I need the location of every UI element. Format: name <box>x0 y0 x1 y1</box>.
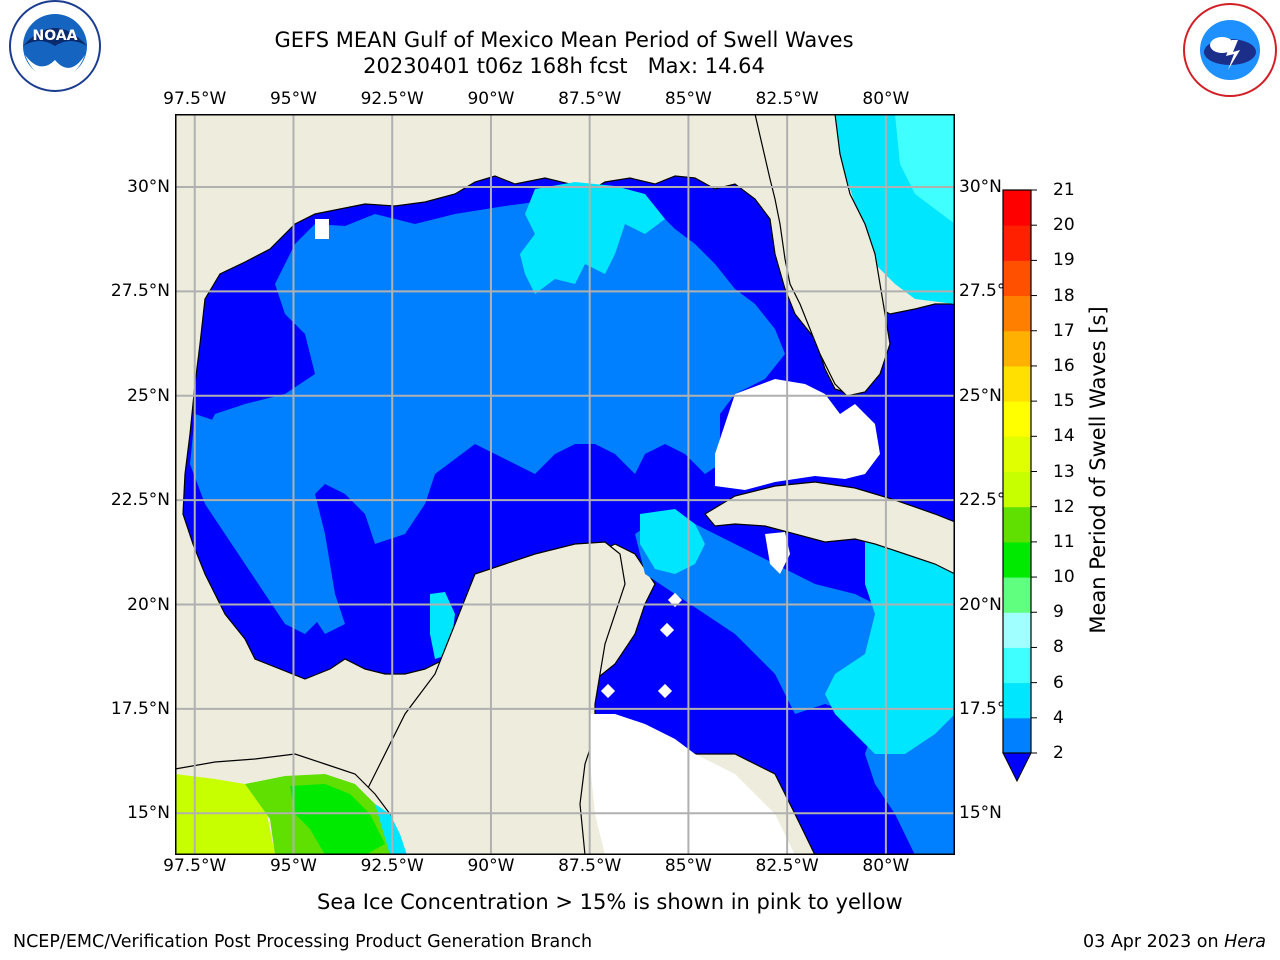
colorbar-segment <box>1003 577 1031 613</box>
longitude-label: 92.5°W <box>360 89 424 109</box>
latitude-label: 20°N <box>959 594 1002 615</box>
nws-logo <box>1183 3 1277 97</box>
longitude-label: 85°W <box>664 89 712 109</box>
colorbar <box>1002 189 1037 783</box>
colorbar-tick-label: 13 <box>1053 461 1075 482</box>
colorbar-segment <box>1003 682 1031 719</box>
colorbar-tick-label: 4 <box>1053 707 1064 728</box>
colorbar-segment <box>1003 365 1031 402</box>
colorbar-tick-label: 21 <box>1053 180 1075 200</box>
latitude-label: 30°N <box>127 177 170 198</box>
cuba <box>704 481 955 575</box>
colorbar-segment <box>1003 612 1031 648</box>
longitude-label: 87.5°W <box>558 89 622 109</box>
latitude-label: 25°N <box>127 385 170 406</box>
no-data-area <box>590 714 795 855</box>
florida-peninsula <box>754 114 891 397</box>
colorbar-tick-label: 2 <box>1053 743 1064 763</box>
colorbar-segment <box>1003 471 1031 508</box>
colorbar-tick-label: 14 <box>1053 426 1075 447</box>
chart-title: GEFS MEAN Gulf of Mexico Mean Period of … <box>274 28 854 52</box>
colorbar-tick-label: 19 <box>1053 250 1075 271</box>
graticule <box>175 114 955 855</box>
latitude-label: 25°N <box>959 385 1002 406</box>
no-data-area <box>315 219 329 239</box>
colorbar-segment <box>1003 330 1031 367</box>
colorbar-tick-label: 10 <box>1053 567 1075 588</box>
period-4-6-region <box>825 534 955 754</box>
period-6-8-region <box>895 114 955 224</box>
colorbar-segment <box>1003 295 1031 332</box>
latitude-label: 30°N <box>959 177 1002 198</box>
colorbar-tick-label: 12 <box>1053 496 1075 517</box>
sea-ice-region <box>290 784 385 855</box>
footer-host: Hera <box>1224 932 1266 952</box>
svg-text:NOAA: NOAA <box>33 28 78 44</box>
colorbar-segment <box>1003 647 1031 684</box>
map-frame <box>175 114 955 855</box>
colorbar-segment <box>1003 541 1031 578</box>
latitude-label: 17.5°N <box>110 698 170 719</box>
colorbar-tick-label: 20 <box>1053 215 1075 236</box>
latitude-label: 15°N <box>959 803 1002 824</box>
colorbar-segment <box>1003 717 1031 754</box>
longitude-label: 97.5°W <box>163 856 227 876</box>
longitude-label: 82.5°W <box>755 856 819 876</box>
colorbar-tick-label: 15 <box>1053 391 1075 412</box>
sea-ice-region <box>375 804 407 855</box>
colorbar-tick-label: 6 <box>1053 672 1064 693</box>
latitude-label: 27.5°N <box>110 281 170 302</box>
no-data-area <box>715 379 880 490</box>
longitude-label: 80°W <box>862 856 910 876</box>
footer-date: 03 Apr 2023 on Hera <box>1083 932 1266 952</box>
colorbar-extension <box>1002 752 1032 783</box>
colorbar-segment <box>1003 225 1031 261</box>
period-4-6-region <box>520 182 665 294</box>
colorbar-label: Mean Period of Swell Waves [s] <box>1086 306 1110 634</box>
period-2-4-region <box>635 514 955 855</box>
longitude-label: 87.5°W <box>558 856 622 876</box>
footer-credit: NCEP/EMC/Verification Post Processing Pr… <box>13 932 593 952</box>
colorbar-tick-label: 8 <box>1053 637 1064 658</box>
colorbar-tick-label: 18 <box>1053 285 1075 306</box>
noaa-logo: NOAA <box>9 0 101 92</box>
colorbar-tick-label: 11 <box>1053 531 1075 552</box>
longitude-label: 97.5°W <box>163 89 227 109</box>
latitude-label: 22.5°N <box>110 490 170 511</box>
longitude-label: 82.5°W <box>755 89 819 109</box>
longitude-label: 80°W <box>862 89 910 109</box>
longitude-label: 92.5°W <box>360 856 424 876</box>
colorbar-tick-label: 17 <box>1053 320 1075 341</box>
latitude-label: 20°N <box>127 594 170 615</box>
colorbar-segment <box>1003 436 1031 472</box>
gulf-of-mexico-map <box>175 114 955 855</box>
longitude-label: 95°W <box>269 856 317 876</box>
longitude-label: 85°W <box>664 856 712 876</box>
colorbar-tick-label: 16 <box>1053 355 1075 376</box>
colorbar-segment <box>1003 260 1031 297</box>
sea-ice-caption: Sea Ice Concentration > 15% is shown in … <box>317 890 903 914</box>
period-2-4-region <box>205 202 785 634</box>
no-data-area <box>765 532 790 574</box>
longitude-label: 90°W <box>467 856 515 876</box>
sea-ice-region <box>175 774 275 855</box>
chart-subtitle: 20230401 t06z 168h fcst Max: 14.64 <box>363 54 765 78</box>
period-2-4-region <box>190 414 325 634</box>
colorbar-segment <box>1003 190 1031 226</box>
longitude-label: 95°W <box>269 89 317 109</box>
latitude-label: 15°N <box>127 803 170 824</box>
colorbar-segment <box>1003 506 1031 543</box>
colorbar-tick-label: 9 <box>1053 602 1064 623</box>
no-data-area <box>657 683 673 699</box>
longitude-label: 90°W <box>467 89 515 109</box>
no-data-area <box>600 683 616 699</box>
colorbar-segment <box>1003 401 1031 437</box>
footer-date-text: 03 Apr 2023 on <box>1083 932 1225 952</box>
no-data-area <box>659 622 675 638</box>
